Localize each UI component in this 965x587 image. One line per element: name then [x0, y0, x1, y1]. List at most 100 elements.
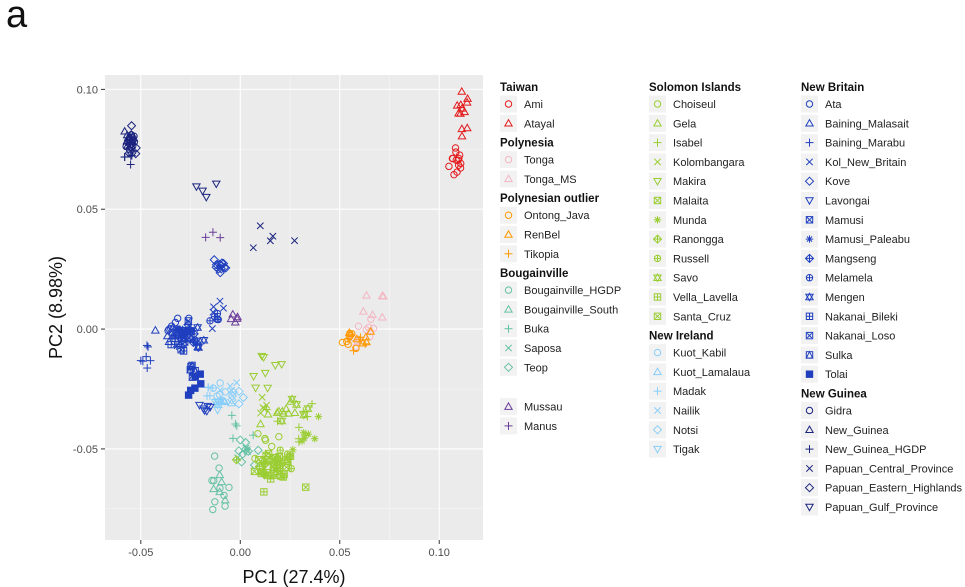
x-tick-label: 0.05 — [329, 547, 350, 559]
legend-key-bg — [500, 398, 517, 416]
legend-key-bg — [801, 288, 818, 306]
point-atayal — [457, 86, 467, 95]
legend-label: Mamusi — [825, 215, 864, 227]
legend-key-ranongga — [652, 234, 663, 244]
point-ami — [455, 151, 464, 159]
legend-key-bg — [801, 114, 818, 132]
legend-key-santa_cruz — [653, 312, 662, 321]
point-baining_marabu — [143, 364, 152, 373]
legend-label: Vella_Lavella — [673, 292, 739, 304]
legend-label: Savo — [673, 273, 698, 285]
point-mengen — [192, 336, 202, 346]
legend-label: Ranongga — [673, 234, 725, 246]
point-ontong_java — [352, 344, 360, 353]
point-ami — [457, 159, 465, 168]
point-new_guinea — [126, 129, 136, 138]
legend-label: Mussau — [524, 402, 563, 414]
point-renbel — [361, 332, 371, 341]
legend-key-bg — [500, 114, 517, 132]
point-tonga_ms — [358, 306, 368, 315]
point-ami — [453, 168, 461, 176]
point-kol_new_britain — [209, 308, 217, 316]
point-ami — [451, 144, 460, 152]
point-kol_new_britain — [208, 324, 216, 333]
point-tigak — [210, 398, 220, 407]
point-ami — [448, 154, 457, 163]
legend-key-tonga — [504, 155, 513, 164]
point-tonga — [367, 315, 375, 323]
legend-key-papuan_gulf_province — [804, 503, 815, 512]
legend-label: Melamela — [825, 273, 874, 285]
legend-key-kuot_lamalaua — [652, 367, 663, 376]
point-mussau — [228, 309, 238, 318]
point-tolai — [186, 386, 195, 395]
point-melamela — [213, 309, 222, 318]
legend-label: Sulka — [825, 350, 853, 362]
legend-key-papuan_eastern_highlands — [804, 482, 815, 493]
point-sulka — [186, 362, 196, 371]
legend-label: Tikopia — [524, 249, 560, 261]
point-papuan_eastern_highlands — [127, 148, 137, 158]
legend-key-bg — [649, 344, 666, 362]
point-baining_marabu — [138, 357, 147, 366]
point-nakanai_bileki — [173, 325, 181, 334]
point-manus — [216, 233, 225, 242]
point-bougainville_hgdp — [225, 483, 233, 492]
legend-key-bg — [801, 95, 818, 113]
legend-key-mamusi_paleabu — [805, 235, 814, 243]
legend-label: Baining_Malasait — [825, 118, 909, 130]
point-choiseul — [275, 432, 283, 441]
point-bougainville_south — [209, 484, 219, 493]
legend-key-choiseul — [653, 100, 662, 108]
point-baining_malasait — [162, 331, 172, 340]
point-ata — [173, 314, 182, 323]
legend-label: Papuan_Central_Province — [825, 463, 953, 475]
legend-key-lavongai — [804, 197, 815, 206]
point-papuan_eastern_highlands — [126, 138, 137, 149]
legend-key-bg — [649, 172, 666, 190]
legend-label: Kol_New_Britain — [825, 157, 906, 169]
point-gela — [290, 408, 300, 416]
point-mussau — [232, 313, 242, 322]
legend-label: Lavongai — [825, 196, 870, 208]
legend-key-madak — [653, 387, 662, 396]
y-tick-label: 0.00 — [77, 324, 98, 336]
legend-label: Saposa — [524, 343, 562, 355]
legend-key-nakanai_bileki — [805, 312, 814, 321]
point-vella_lavella — [260, 488, 268, 496]
point-makira — [251, 384, 261, 393]
point-kove — [209, 255, 219, 265]
legend-label: Nailik — [673, 406, 700, 418]
legend-key-malaita — [653, 196, 662, 205]
point-bougainville_south — [220, 495, 230, 504]
legend-group-title: Polynesian outlier — [500, 193, 600, 205]
legend-key-bg — [500, 281, 517, 299]
legend-key-kol_new_britain — [805, 158, 814, 166]
point-santa_cruz — [282, 463, 291, 471]
point-tikopia — [344, 335, 353, 344]
legend-label: Ontong_Java — [524, 210, 590, 222]
y-tick-label: 0.05 — [77, 204, 98, 216]
point-teop — [236, 457, 247, 467]
point-papuan_gulf_province — [191, 183, 201, 192]
point-mengen — [194, 342, 204, 353]
point-buka — [228, 434, 237, 443]
point-baining_malasait — [150, 325, 160, 334]
legend-key-nakanai_loso — [805, 331, 814, 340]
legend-key-papuan_central_province — [805, 464, 814, 472]
point-notsi — [234, 399, 244, 409]
point-santa_cruz — [280, 470, 288, 479]
point-bougainville_hgdp — [210, 476, 218, 485]
legend-group-title: Solomon Islands — [649, 82, 741, 94]
point-notsi — [234, 386, 244, 397]
legend-key-bg — [801, 346, 818, 364]
legend-key-bg — [500, 151, 517, 169]
legend-label: Isabel — [673, 138, 702, 150]
legend-key-sulka — [805, 350, 814, 359]
point-tonga — [354, 322, 363, 330]
point-bougainville_south — [215, 470, 225, 479]
point-baining_marabu — [144, 342, 153, 351]
legend-key-melamela — [805, 274, 814, 282]
point-bougainville_hgdp — [209, 505, 217, 514]
point-kolombangara — [263, 401, 271, 409]
